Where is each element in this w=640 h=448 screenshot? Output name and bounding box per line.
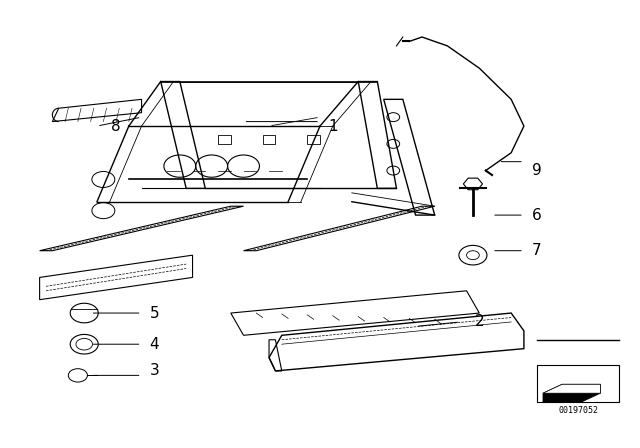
Text: 2: 2: [474, 314, 484, 329]
Bar: [218, 135, 231, 144]
Polygon shape: [543, 384, 600, 402]
Text: 1: 1: [328, 119, 337, 134]
Text: 6: 6: [532, 207, 541, 223]
Bar: [307, 135, 320, 144]
Text: 8: 8: [111, 119, 121, 134]
Polygon shape: [543, 384, 600, 393]
Text: 00197052: 00197052: [558, 406, 598, 415]
Bar: [262, 135, 275, 144]
Text: 7: 7: [532, 243, 541, 258]
Text: 5: 5: [150, 306, 159, 321]
Text: 9: 9: [532, 163, 541, 178]
Text: 3: 3: [150, 363, 159, 379]
Bar: [537, 365, 620, 402]
Text: 4: 4: [150, 337, 159, 352]
